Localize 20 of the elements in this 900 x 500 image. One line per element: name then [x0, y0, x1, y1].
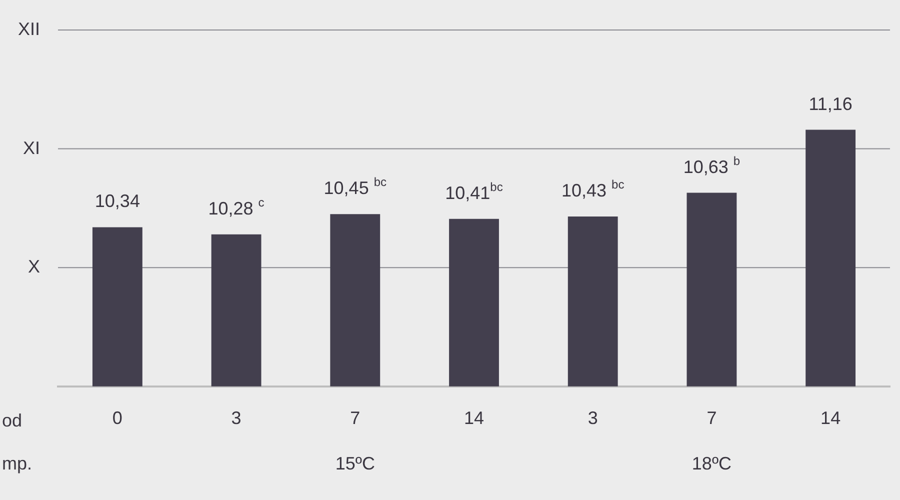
- data-label: 10,43 bc: [562, 178, 624, 201]
- x-tick-label: 7: [706, 408, 717, 428]
- text: mp.: [2, 453, 32, 474]
- x-tick-label: 3: [231, 408, 242, 428]
- data-label: 10,34: [94, 191, 140, 212]
- x-tick-label: 14: [820, 408, 841, 428]
- data-label: 10,45 bc: [324, 175, 387, 198]
- ref-line-label: XI: [22, 138, 40, 158]
- text: 18ºC: [692, 453, 732, 474]
- x-tick-label: 3: [588, 408, 598, 428]
- data-label: 10,63 b: [683, 154, 740, 177]
- x-tick-label: 14: [464, 408, 484, 428]
- ref-line-label: XII: [18, 18, 40, 39]
- x-axis-title: od: [2, 410, 22, 430]
- data-label: 10,28 c: [208, 195, 264, 218]
- x-tick-label: 0: [112, 408, 122, 428]
- data-label: 11,16: [808, 94, 852, 114]
- ref-line-label: X: [28, 256, 40, 277]
- x-tick-label: 7: [350, 408, 360, 428]
- text: 15ºC: [335, 453, 375, 474]
